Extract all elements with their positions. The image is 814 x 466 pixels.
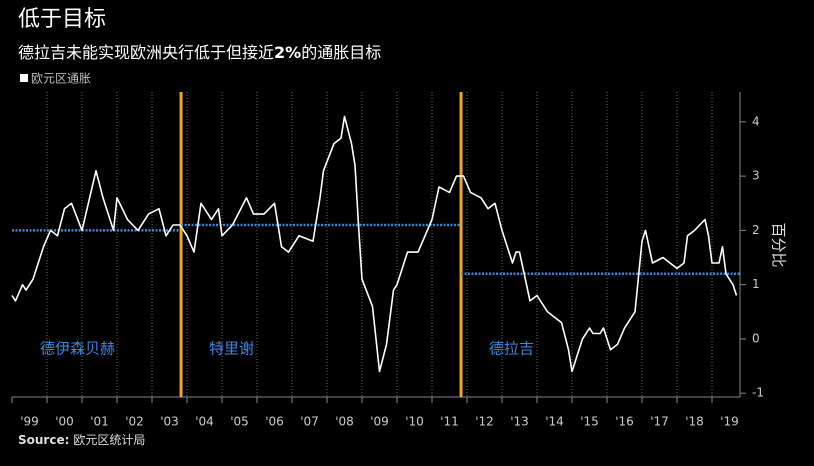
data-line	[11, 115, 738, 373]
subtitle-part: 德拉吉未能实现欧洲央行低于但接近	[18, 43, 274, 62]
x-tick-label: '12	[475, 415, 494, 429]
x-tick-label: '04	[195, 415, 214, 429]
source: Source: 欧元区统计局	[18, 433, 145, 447]
y-tick-label: -1	[752, 386, 764, 400]
y-tick-label: 0	[752, 331, 760, 345]
period-label: 德拉吉	[489, 340, 534, 358]
chart-subtitle: 德拉吉未能实现欧洲央行低于但接近2%的通胀目标	[18, 43, 381, 62]
x-tick-label: '13	[510, 415, 529, 429]
x-tick-label: '11	[440, 415, 459, 429]
x-tick-label: '09	[370, 415, 389, 429]
chart-title: 低于目标	[18, 7, 106, 32]
source-text: 欧元区统计局	[73, 433, 145, 447]
x-tick-label: '05	[230, 415, 249, 429]
x-tick-label: '14	[545, 415, 564, 429]
y-tick-label: 3	[752, 169, 760, 183]
period-label: 德伊森贝赫	[40, 340, 115, 358]
subtitle-part: 2%	[274, 43, 301, 62]
x-tick-label: '99	[20, 415, 39, 429]
x-tick-label: '16	[615, 415, 634, 429]
y-tick-label: 1	[752, 277, 760, 291]
y-tick-label: 4	[752, 114, 760, 128]
x-tick-label: '00	[55, 415, 74, 429]
x-tick-label: '06	[265, 415, 284, 429]
x-tick-label: '19	[720, 415, 739, 429]
x-tick-label: '17	[650, 415, 669, 429]
x-tick-label: '02	[125, 415, 144, 429]
x-tick-label: '15	[580, 415, 599, 429]
x-tick-label: '18	[685, 415, 704, 429]
x-tick-label: '03	[160, 415, 179, 429]
x-tick-label: '01	[90, 415, 109, 429]
x-tick-label: '10	[405, 415, 424, 429]
legend-swatch	[20, 74, 28, 82]
x-tick-label: '08	[335, 415, 354, 429]
y-axis-label: 百分比	[770, 222, 788, 267]
y-tick-label: 2	[752, 223, 760, 237]
x-tick-label: '07	[300, 415, 319, 429]
subtitle-part: 的通胀目标	[301, 43, 381, 62]
legend-label: 欧元区通胀	[31, 72, 91, 86]
period-label: 特里谢	[209, 340, 254, 358]
source-label: Source:	[18, 433, 69, 447]
